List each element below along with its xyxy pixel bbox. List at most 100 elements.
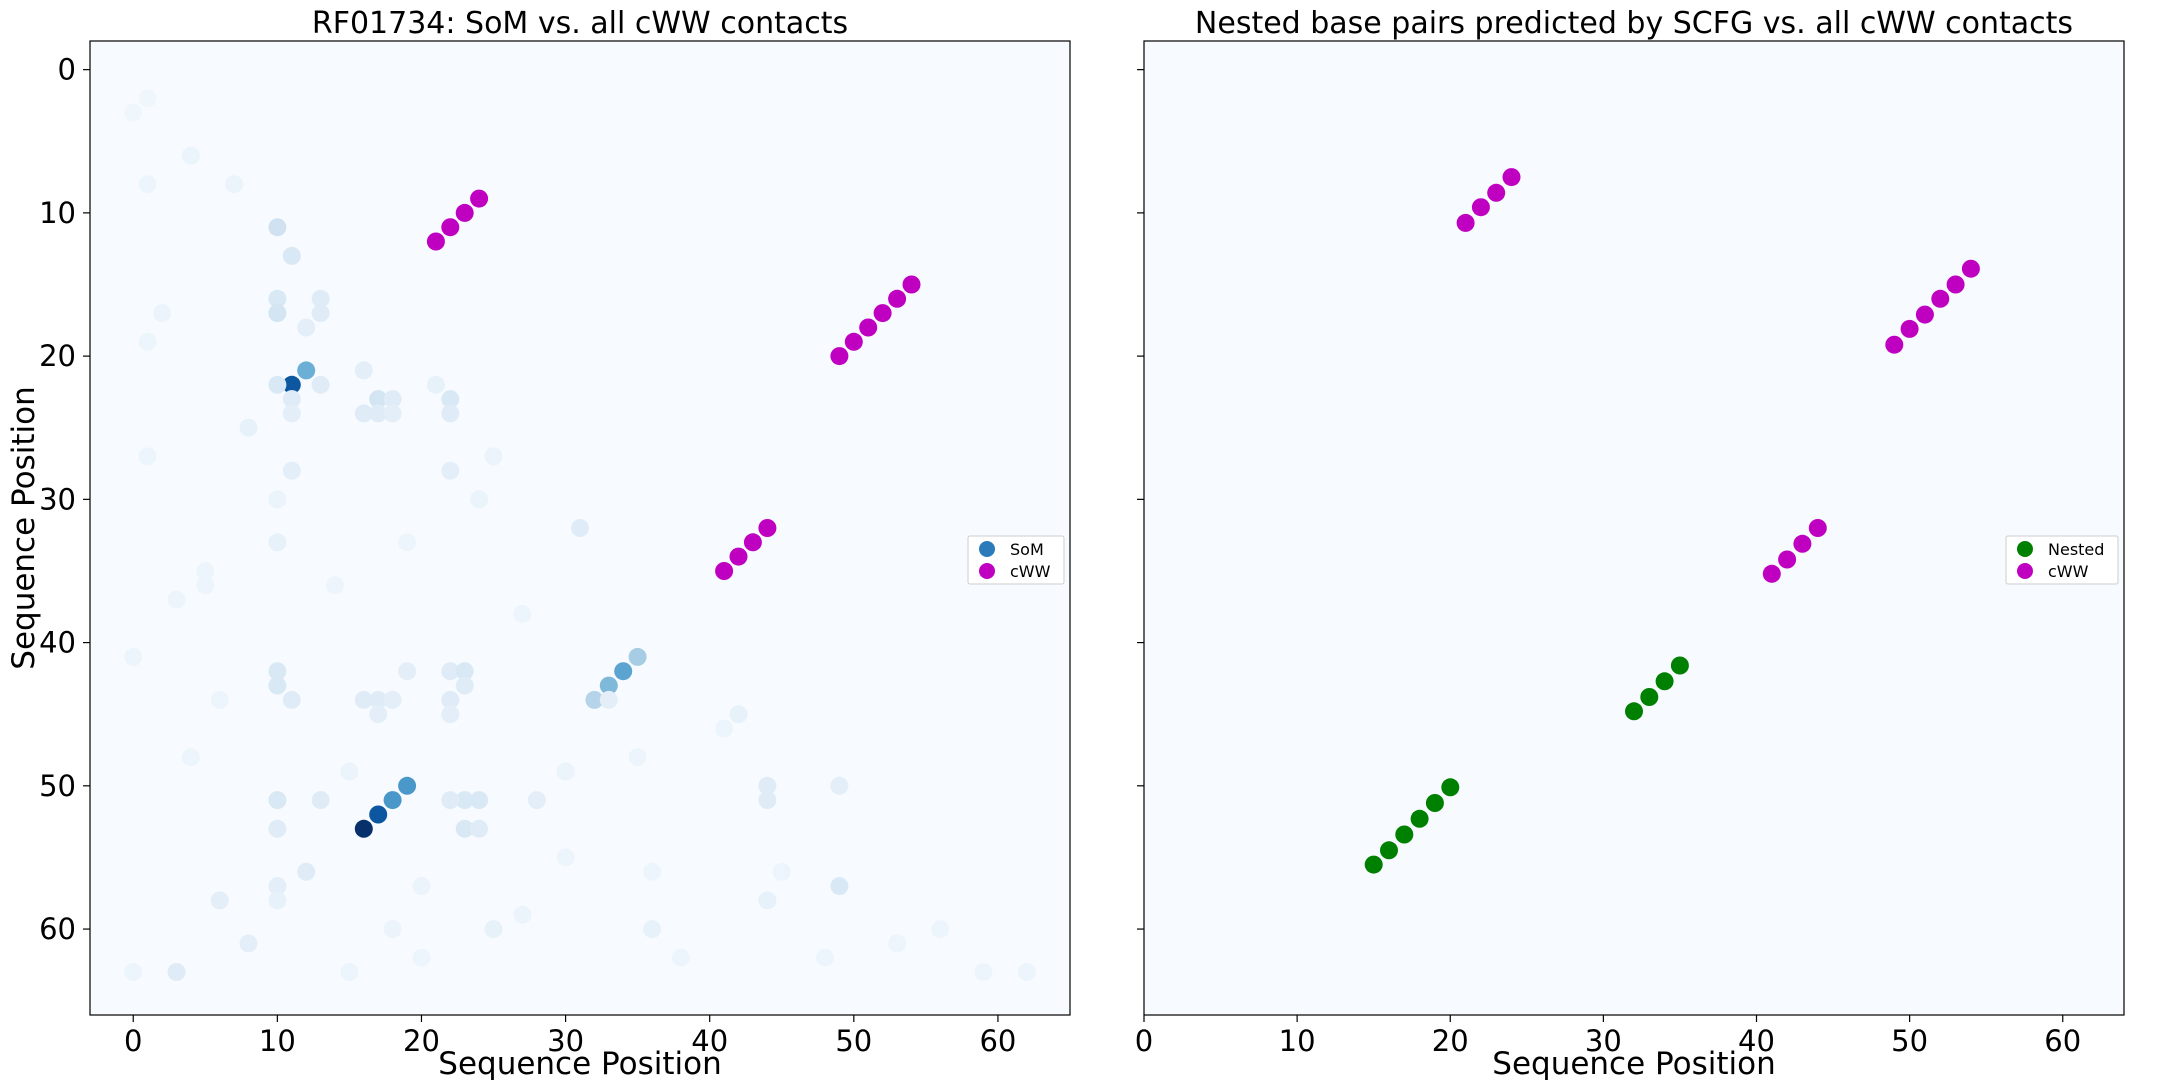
left-som-point [268,533,287,552]
left-som-point [354,690,373,709]
left-som-point [758,891,777,910]
left-som-point [311,304,330,323]
left-y-tick-label: 40 [39,626,76,660]
left-x-tick-label: 50 [835,1024,872,1058]
left-som-point [225,175,244,194]
right-nested-point [1441,778,1460,797]
right-nested-point [1364,855,1383,874]
left-x-tick-label: 10 [259,1024,296,1058]
left-y-ticks: 0 10 20 30 40 50 60 [39,53,90,946]
left-som-point [196,576,215,595]
left-y-tick-label: 20 [39,339,76,373]
left-x-tick-label: 20 [403,1024,440,1058]
right-x-ticks: 0 10 20 30 40 50 60 [1135,1015,2081,1058]
left-som-point [268,791,287,810]
right-cww-point [1946,275,1965,294]
right-nested-point [1425,794,1444,812]
left-som-point [470,791,489,810]
left-y-axis-label: Sequence Position [6,386,42,669]
right-legend-nested-marker [2017,541,2033,557]
right-legend: Nested cWW [2005,535,2119,585]
right-chart-title: Nested base pairs predicted by SCFG vs. … [1195,6,2073,41]
left-x-tick-label: 0 [124,1024,142,1058]
left-som-point [268,304,287,323]
left-som-point [484,920,503,939]
right-cww-point [1793,534,1812,553]
left-som-point [383,690,402,709]
left-som-point [282,690,301,709]
right-cww-point [1885,335,1904,354]
left-som-point [369,705,388,724]
left-som-point [181,146,200,165]
right-x-tick-label: 30 [1585,1024,1622,1058]
left-som-point [455,819,474,838]
left-som-point [354,404,373,423]
left-som-point [124,103,143,122]
left-som-point [369,404,388,423]
left-som-point [398,533,417,552]
left-cww-point [830,347,849,366]
left-som-point [455,662,474,681]
left-som-point [441,690,460,709]
left-som-point [268,490,287,509]
left-som-point [124,963,143,981]
left-som-point [167,963,186,981]
left-som-point [484,447,503,466]
left-som-point [383,404,402,423]
left-som-point [340,762,359,781]
left-y-tick-label: 30 [39,482,76,516]
left-som-point [412,948,431,967]
left-som-point [398,662,417,681]
right-x-tick-label: 20 [1432,1024,1469,1058]
right-cww-point [1456,213,1475,232]
left-cww-point [729,547,748,566]
right-cww-point [1502,168,1521,187]
som-vs-cww-panel: RF01734: SoM vs. all cWW contacts 0 10 20 3… [6,6,1071,1080]
left-som-point [441,404,460,423]
left-som-point [210,891,229,910]
left-x-ticks: 0 10 20 30 40 50 60 [124,1015,1016,1058]
left-som-point [297,361,316,380]
left-som-point [441,662,460,681]
left-som-point [758,791,777,810]
right-cww-point [1900,319,1919,338]
right-legend-cww-label: cWW [2048,562,2089,581]
left-cww-point [859,318,878,337]
left-som-point [297,862,316,881]
left-som-point [383,390,402,409]
right-x-tick-label: 60 [2044,1024,2081,1058]
left-som-point [268,819,287,838]
right-cww-point [1762,564,1781,583]
left-som-point [671,948,690,967]
left-som-point [282,375,301,394]
left-cww-point [715,562,734,580]
left-som-point [888,934,907,953]
right-cww-point [1961,259,1980,278]
left-som-point [138,332,157,351]
left-som-point [282,390,301,409]
left-som-point [153,304,172,323]
right-nested-point [1410,809,1429,828]
left-som-point [282,246,301,265]
left-som-point [513,905,532,924]
left-som-point [931,920,950,939]
left-som-point [268,877,287,896]
left-som-point [441,791,460,810]
left-som-point [715,719,734,738]
left-x-tick-label: 40 [691,1024,728,1058]
left-som-point [369,390,388,409]
left-x-axis-label: Sequence Position [438,1046,721,1080]
left-legend-som-label: SoM [1010,540,1044,559]
left-som-point [268,891,287,910]
left-som-point [196,562,215,580]
left-som-point [455,676,474,695]
left-cww-point [455,203,474,222]
right-nested-point [1625,702,1643,721]
right-cww-point [1471,198,1490,217]
left-som-point [830,776,849,795]
left-cww-point [470,189,489,208]
right-x-axis-label: Sequence Position [1492,1046,1775,1080]
left-cww-point [441,218,460,237]
right-nested-point [1655,672,1674,691]
